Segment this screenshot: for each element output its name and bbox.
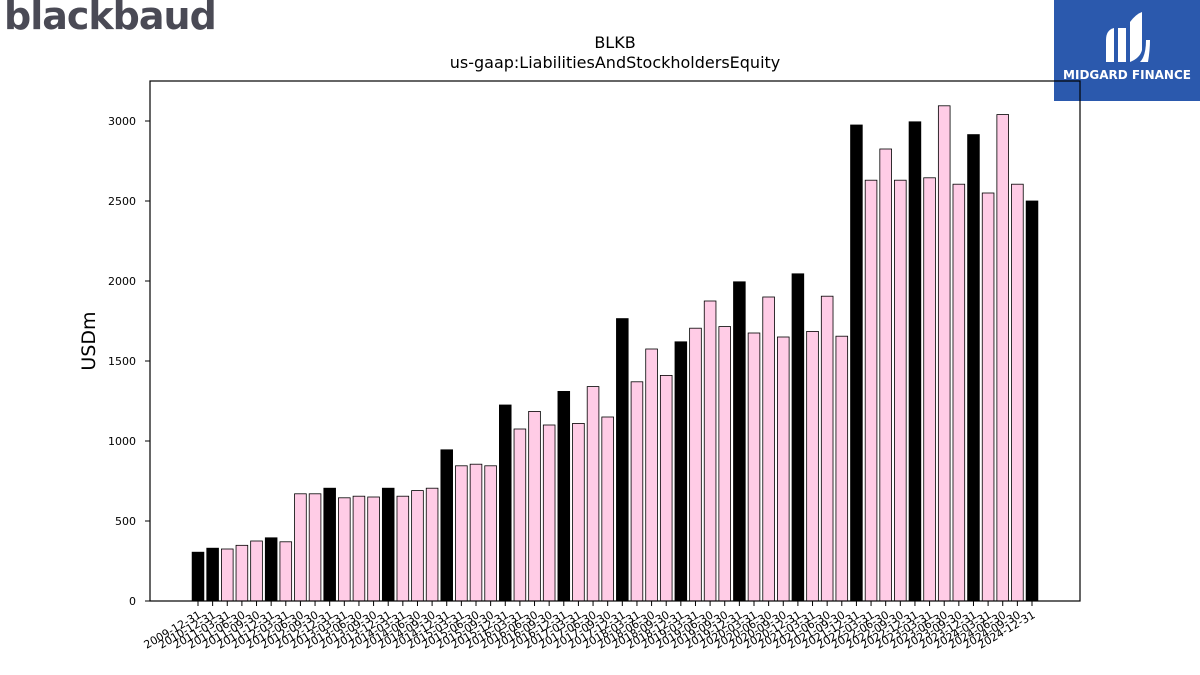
badge-label: MIDGARD FINANCE [1063,68,1191,82]
bar [718,326,731,602]
bar [806,330,819,602]
bar [674,341,688,602]
chart-title: BLKB [594,33,636,52]
bar [689,327,702,602]
y-tick-label: 500 [115,515,136,528]
bar [820,295,834,602]
bar [572,422,585,602]
bar [923,177,936,602]
bar [762,296,775,602]
bar [908,121,922,602]
bar [967,134,980,602]
bar [747,332,761,602]
bar [630,381,644,602]
bar [264,537,278,602]
y-tick-label: 2500 [108,195,136,208]
bar [601,416,614,602]
bar [440,449,453,602]
bar [235,544,249,602]
bar [1011,183,1024,602]
y-tick-label: 3000 [108,115,136,128]
bar [981,192,995,602]
bar [850,124,863,602]
bar [864,179,878,602]
blackbaud-logo: blackbaud [4,0,217,38]
plot-frame [149,80,1081,602]
chart-subtitle: us-gaap:LiabilitiesAndStockholdersEquity [449,53,781,72]
bar [937,105,951,602]
y-tick-label: 2000 [108,275,136,288]
bar [191,551,205,602]
bar [294,493,307,602]
bar [396,495,410,602]
bar [791,273,805,602]
y-axis-label: USDm [78,311,100,370]
bar [338,497,351,602]
bar [616,318,629,602]
midgard-emblem-icon [1106,12,1150,62]
bar [777,336,790,602]
bar [952,183,966,602]
bar [733,281,746,602]
bar [367,496,380,602]
bar [411,490,424,602]
bar [996,114,1009,602]
bar [455,465,468,602]
bar [645,348,658,602]
bar [250,540,263,602]
midgard-finance-badge: MIDGARD FINANCE [1054,0,1200,101]
bar [206,547,219,602]
bar [425,487,439,602]
bar [542,424,556,602]
bar [221,548,234,602]
bar [279,541,293,602]
bar [323,487,336,602]
y-tick-label: 0 [129,595,136,608]
bar [703,300,717,602]
bar [513,428,527,602]
bar [894,179,907,602]
bar [499,404,512,602]
bar [308,493,322,602]
bar [659,374,673,602]
bar [1025,200,1039,602]
bar [879,148,892,602]
bar [352,495,366,602]
bar [586,386,600,602]
y-tick-label: 1500 [108,355,136,368]
y-tick-label: 1000 [108,435,136,448]
bar [469,463,483,602]
bar [528,410,541,602]
bar [557,390,571,602]
bar [484,465,497,602]
bar [381,487,395,602]
bar [835,335,849,602]
